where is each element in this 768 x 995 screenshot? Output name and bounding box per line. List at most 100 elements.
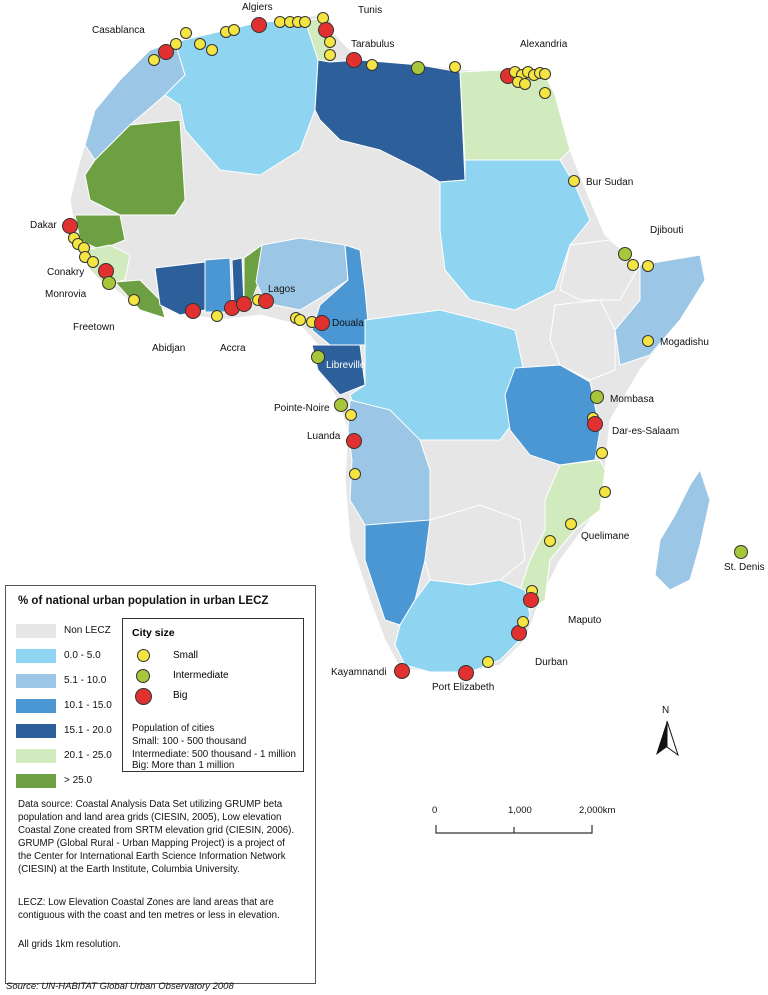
intermediate-city-marker [618,247,632,261]
small-city-marker [596,447,608,459]
big-city-marker [158,44,174,60]
north-arrow-icon [656,720,679,757]
legend-title: % of national urban population in urban … [18,595,269,607]
region-somalia [614,254,706,366]
lecz-note: LECZ: Low Elevation Coastal Zones are la… [18,896,310,922]
big-city-marker [258,293,274,309]
city-markers [62,12,748,681]
legend-class-2: 5.1 - 10.0 [16,674,126,688]
city-size-label: Small [173,650,199,661]
small-city-marker [194,38,206,50]
small-city-marker [211,310,223,322]
small-city-marker [274,16,286,28]
small-city-marker [544,535,556,547]
legend-class-label: 5.1 - 10.0 [64,675,107,686]
data-source-line: the Center for International Earth Scien… [18,851,286,862]
legend-class-6: > 25.0 [16,774,126,788]
small-city-marker [599,486,611,498]
small-city-marker [128,294,140,306]
legend-swatch [16,674,56,688]
region-mauritania [84,119,186,216]
small-city-marker [228,24,240,36]
legend-class-0: Non LECZ [16,624,126,638]
intermediate-city-icon [136,669,150,683]
label-abidjan: Abidjan [152,343,185,354]
label-dar: Dar-es-Salaam [612,426,679,437]
label-luanda: Luanda [307,431,341,442]
region-mozambique [519,459,606,611]
population-line: Intermediate: 500 thousand - 1 million [132,749,296,760]
small-city-marker [568,175,580,187]
big-city-marker [98,263,114,279]
city-labels: Casablanca Algiers Tunis Tarabulus Alexa… [30,2,765,693]
small-city-icon [137,649,150,662]
label-libreville: Libreville [326,360,366,371]
small-city-marker [294,314,306,326]
population-line: Big: More than 1 million [132,760,235,771]
city-size-label: Intermediate [173,670,229,681]
legend-swatch [16,624,56,638]
legend-swatch [16,649,56,663]
big-city-marker [314,315,330,331]
label-bursudan: Bur Sudan [586,177,633,188]
label-alexandria: Alexandria [520,39,568,50]
small-city-marker [449,61,461,73]
map-legend: % of national urban population in urban … [5,585,316,984]
population-line: Small: 100 - 500 thousand [132,736,247,747]
grids-note: All grids 1km resolution. [18,939,121,950]
small-city-marker [345,409,357,421]
small-city-marker [317,12,329,24]
small-city-marker [482,656,494,668]
lecz-note-line: contiguous with the coast and ten metres… [18,910,280,921]
label-casablanca: Casablanca [92,25,145,36]
big-city-marker [62,218,78,234]
small-city-marker [349,468,361,480]
label-douala: Douala [332,318,364,329]
big-city-marker [587,416,603,432]
small-city-marker [180,27,192,39]
legend-swatch [16,774,56,788]
big-city-marker [318,22,334,38]
region-nigeria [255,237,349,311]
small-city-marker [627,259,639,271]
big-city-marker [185,303,201,319]
scale-tick-label: 0 [432,805,438,816]
label-portelizabeth: Port Elizabeth [432,682,494,693]
source-note: Source: UN-HABITAT Global Urban Observat… [6,981,234,992]
big-city-icon [135,688,152,705]
region-drc [349,309,531,441]
label-conakry: Conakry [47,267,84,278]
big-city-marker [251,17,267,33]
big-city-marker [346,52,362,68]
small-city-marker [539,68,551,80]
legend-swatch [16,749,56,763]
data-source-line: Data source: Coastal Analysis Data Set u… [18,799,283,810]
small-city-marker [206,44,218,56]
lecz-note-line: LECZ: Low Elevation Coastal Zones are la… [18,897,274,908]
label-lagos: Lagos [268,284,295,295]
intermediate-city-marker [311,350,325,364]
data-source-line: Coastal Zone created from SRTM elevation… [18,825,295,836]
intermediate-city-marker [411,61,425,75]
scale-tick-label: 2,000km [579,805,616,816]
small-city-marker [366,59,378,71]
population-title: Population of cities [132,723,215,734]
north-label: N [662,705,670,716]
city-size-label: Big [173,690,188,701]
data-source-note: Data source: Coastal Analysis Data Set u… [18,798,310,876]
data-source-line: population and land area grids (CIESIN, … [18,812,282,823]
scale-bar: 0 1,000 2,000km [425,805,615,845]
intermediate-city-marker [590,390,604,404]
legend-class-label: Non LECZ [64,625,111,636]
label-algiers: Algiers [242,2,273,13]
big-city-marker [458,665,474,681]
small-city-marker [517,616,529,628]
label-pointenoire: Pointe-Noire [274,403,330,414]
data-source-line: GRUMP (Global Rural - Urban Mapping Proj… [18,838,285,849]
legend-swatch [16,724,56,738]
north-arrow: N [652,705,682,757]
small-city-marker [170,38,182,50]
small-city-marker [324,36,336,48]
scale-bar-line [435,825,593,834]
